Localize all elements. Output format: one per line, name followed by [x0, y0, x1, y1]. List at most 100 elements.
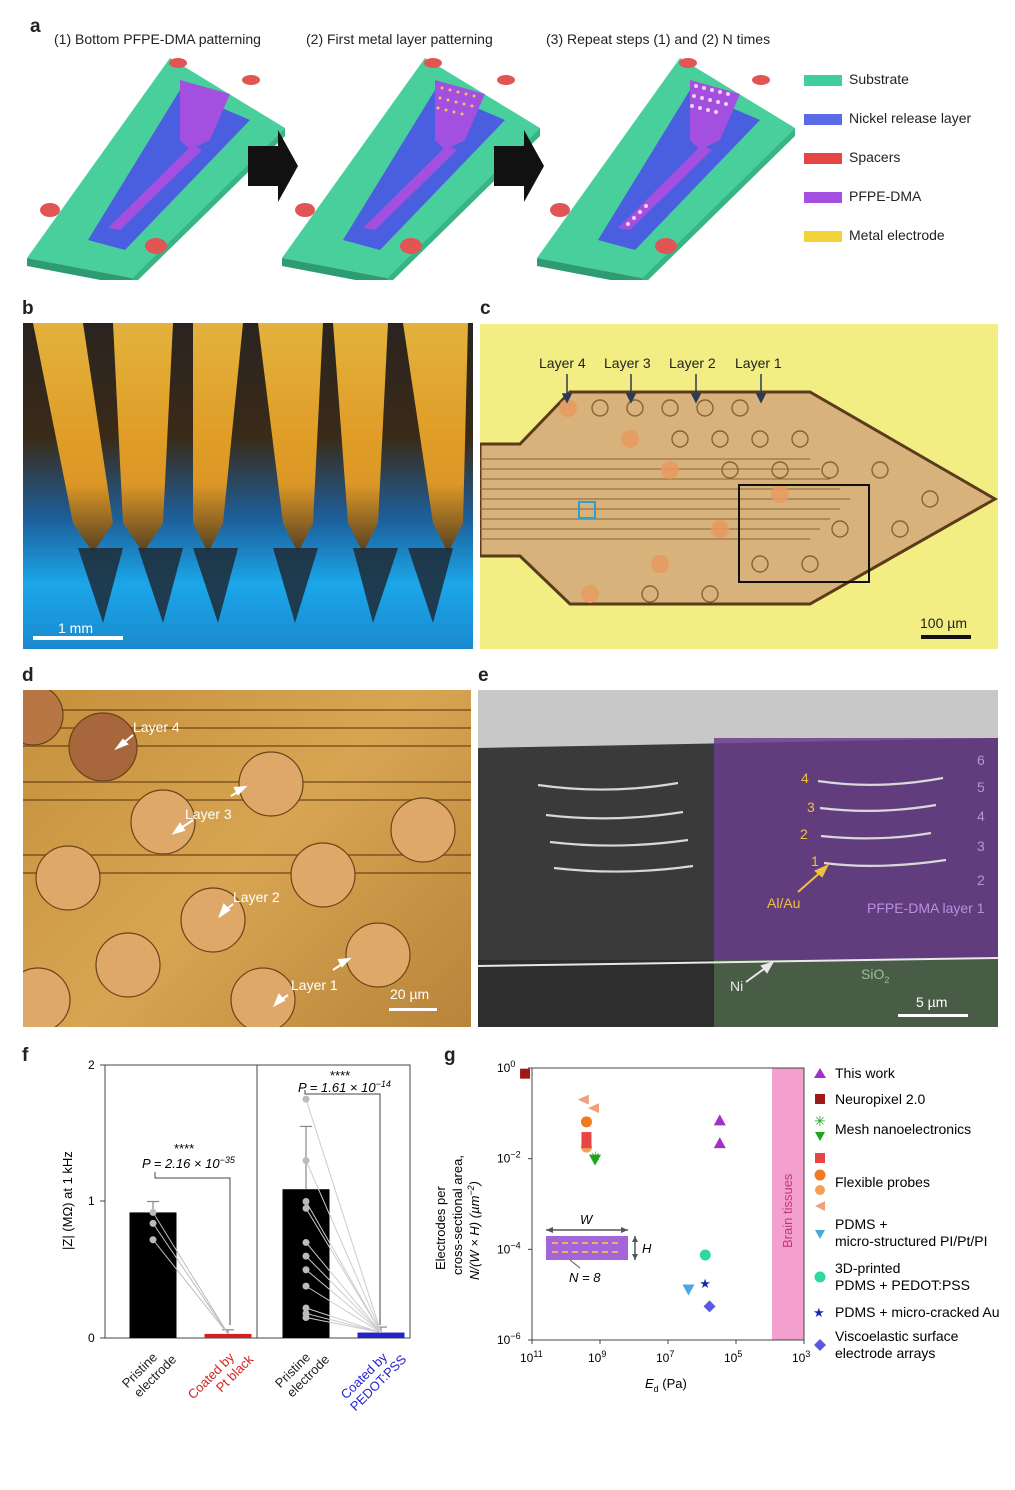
g-ytick-label: 100 [497, 1059, 515, 1075]
f-pristine-point [302, 1204, 310, 1212]
panel-label-f: f [22, 1045, 29, 1066]
g-point-flexible [577, 1094, 589, 1105]
g-ytick-label: 10−2 [497, 1150, 521, 1166]
svg-text:Pristineelectrode: Pristineelectrode [119, 1341, 179, 1401]
e-right-number-4: 4 [977, 808, 985, 824]
f-pair-line [305, 1098, 382, 1333]
f-pristine-point [302, 1252, 310, 1260]
f-pair-line [305, 1208, 382, 1333]
d-layer-label-3: Layer 3 [185, 806, 232, 822]
electrode-closeup [23, 690, 471, 1027]
scalebar-label-e: 5 µm [916, 994, 948, 1010]
f-ylabel: |Z| (MΩ) at 1 kHz [60, 1151, 75, 1250]
g-inset-h: H [642, 1241, 652, 1256]
g-xtick-label: 109 [588, 1349, 606, 1365]
legend-marker-flex-circle-1 [814, 1169, 826, 1181]
g-xlabel: Ed (Pa) [645, 1376, 687, 1394]
g-point-pdms-micro [682, 1284, 695, 1296]
legend-marker-mesh-asterisk: ✳ [814, 1113, 826, 1129]
g-legend-3d-1: 3D-printed [835, 1260, 900, 1276]
e-sio2-label: SiO2 [861, 966, 890, 985]
g-point-flexible [581, 1132, 592, 1143]
e-left-number-3: 3 [807, 799, 815, 815]
svg-text:Coated byPEDOT:PSS: Coated byPEDOT:PSS [336, 1341, 409, 1414]
f-pair-line [305, 1285, 382, 1333]
f-pair-line [305, 1160, 382, 1333]
g-legend-flexible: Flexible probes [835, 1174, 930, 1190]
g-ylabel-2: cross-sectional area, [450, 1155, 465, 1275]
probe-photo-illustration [33, 323, 468, 640]
g-point-this-work [713, 1114, 726, 1126]
legend-marker-neuropixel [815, 1094, 825, 1104]
g-xtick-label: 105 [724, 1349, 742, 1365]
panel-label-e: e [478, 665, 489, 686]
layer-label-4: Layer 4 [539, 355, 586, 371]
f-bar-2 [204, 1333, 252, 1338]
f-pair-line [305, 1201, 382, 1333]
e-right-number-6: 6 [977, 752, 985, 768]
f-pristine-point [302, 1238, 310, 1246]
scalebar-label-d: 20 µm [390, 986, 430, 1002]
g-xtick-label: 103 [792, 1349, 810, 1365]
f-ytick-0: 0 [88, 1331, 95, 1345]
g-legend-this-work: This work [835, 1065, 896, 1081]
e-right-number-3: 3 [977, 838, 985, 854]
f-pair-line [305, 1307, 382, 1334]
f-ytick-1: 1 [88, 1194, 95, 1208]
legend-marker-viscoelastic [814, 1339, 826, 1351]
layer-label-3: Layer 3 [604, 355, 651, 371]
f-pristine-point [302, 1095, 310, 1103]
f-pair-line [305, 1317, 382, 1334]
f-pair-line [305, 1312, 382, 1334]
g-legend-neuropixel: Neuropixel 2.0 [835, 1091, 925, 1107]
scalebar-label-b: 1 mm [58, 620, 93, 636]
f-pair-line [305, 1242, 382, 1333]
sem-illustration [478, 690, 998, 1027]
f-pvalue-2: P = 1.61 × 10−14 [298, 1079, 391, 1095]
panel-label-c: c [480, 298, 491, 319]
d-layer-label-2: Layer 2 [233, 889, 280, 905]
e-left-number-2: 2 [800, 826, 808, 842]
g-point-cracked-au: ★ [699, 1276, 711, 1291]
g-legend: This work Neuropixel 2.0 ✳ Mesh nanoelec… [813, 1065, 1000, 1361]
step-3-title: (3) Repeat steps (1) and (2) N times [546, 31, 771, 47]
g-point-flexible [588, 1103, 600, 1114]
g-ylabel-1: Electrodes per [433, 1186, 448, 1270]
probe-micrograph [480, 374, 998, 639]
f-significance-1: **** P = 2.16 × 10−35 [142, 1141, 236, 1325]
f-xlabel-3: Pristineelectrode [272, 1350, 332, 1401]
e-left-number-1: 1 [811, 853, 819, 869]
g-xtick-label: 107 [656, 1349, 674, 1365]
slab-step-2 [282, 58, 540, 280]
f-axes [100, 1064, 411, 1339]
legend-marker-cracked-au: ★ [813, 1305, 825, 1320]
g-inset-n: N = 8 [569, 1270, 601, 1285]
g-legend-cracked: PDMS + micro-cracked Au [835, 1304, 1000, 1320]
g-point-viscoelastic [703, 1300, 716, 1313]
f-pair-line [305, 1255, 382, 1333]
arrow-2 [494, 130, 544, 202]
f-pristine-point [302, 1157, 310, 1165]
slab-step-3 [537, 58, 795, 280]
f-pair-line [305, 1269, 382, 1333]
g-point-neuropixel [520, 1068, 531, 1079]
g-point-mesh-asterisk: ✳ [590, 1149, 601, 1164]
layer-label-1: Layer 1 [735, 355, 782, 371]
g-brain-label: Brain tissues [780, 1173, 795, 1248]
svg-text:Coated byPt black: Coated byPt black [185, 1341, 257, 1413]
step-1-title: (1) Bottom PFPE-DMA patterning [54, 31, 261, 47]
f-pair-line [152, 1239, 229, 1335]
f-ytick-2: 2 [88, 1058, 95, 1072]
f-pristine-point [302, 1198, 310, 1205]
legend-marker-flex-triangle [815, 1201, 825, 1211]
f-xlabel-2: Coated byPt black [185, 1341, 257, 1413]
f-stars-2: **** [330, 1068, 350, 1083]
sem-cross-section: 4 3 2 1 6 5 4 3 2 Al/Au PFPE-DMA layer 1… [478, 690, 998, 1027]
g-legend-pdms-1: PDMS + [835, 1216, 888, 1232]
fabrication-schematic [27, 58, 795, 280]
f-pristine-point [149, 1219, 157, 1227]
g-point-flexible [581, 1138, 592, 1149]
e-right-number-5: 5 [977, 779, 985, 795]
g-legend-pdms-2: micro-structured PI/Pt/PI [835, 1233, 987, 1249]
f-pristine-point [302, 1282, 310, 1290]
